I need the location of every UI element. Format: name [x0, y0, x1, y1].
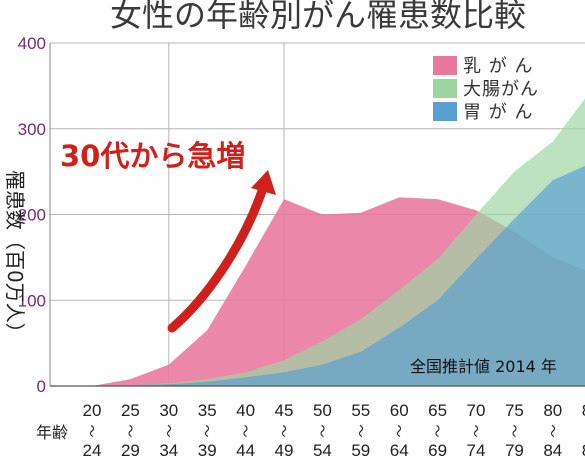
legend-swatch [433, 102, 457, 121]
x-tick-label-bottom: 64 [390, 441, 409, 456]
x-tick-label-bottom: 69 [428, 441, 447, 456]
x-tick-label-bottom: 59 [351, 441, 370, 456]
x-tick-label-bottom: 44 [236, 441, 255, 456]
x-tick-label-top: 70 [467, 401, 486, 420]
x-tick-label-bottom: 89 [582, 441, 585, 456]
y-tick-label: 100 [18, 291, 46, 310]
y-tick-label: 0 [37, 377, 46, 396]
x-tick-tilde: 〜 [160, 424, 175, 437]
x-tick-tilde: 〜 [352, 424, 367, 437]
x-tick-label-bottom: 39 [198, 441, 217, 456]
x-tick-label-top: 25 [121, 401, 140, 420]
x-tick-tilde: 〜 [505, 424, 520, 437]
x-tick-tilde: 〜 [582, 424, 585, 437]
x-tick-labels: 20 〜 24 25 〜 29 30 〜 34 35 〜 39 40 〜 44 45 〜 49 50 〜 54 55 〜 59… [83, 401, 585, 456]
annotation-callout: 30代から急増 [60, 139, 245, 173]
x-tick-tilde: 〜 [198, 424, 213, 437]
x-tick-label-bottom: 54 [313, 441, 332, 456]
x-tick-label-bottom: 49 [275, 441, 294, 456]
x-tick-tilde: 〜 [313, 424, 328, 437]
annotation-arrowhead [251, 170, 276, 195]
annotation-arrow [167, 177, 270, 333]
x-tick-label-top: 75 [505, 401, 524, 420]
axes [49, 43, 585, 387]
x-tick-label-top: 85 [582, 401, 585, 420]
x-tick-label-top: 50 [313, 401, 332, 420]
x-tick-tilde: 〜 [429, 424, 444, 437]
x-tick-tilde: 〜 [237, 424, 252, 437]
x-tick-label-bottom: 34 [159, 441, 178, 456]
x-tick-tilde: 〜 [275, 424, 290, 437]
x-tick-label-top: 30 [159, 401, 178, 420]
y-axis-label: 罹患数（百0万人） [3, 170, 27, 343]
legend-label: 大腸がん [463, 79, 539, 100]
x-tick-label-bottom: 24 [83, 441, 102, 456]
x-axis-label: 年齢 [36, 423, 68, 442]
x-tick-label-bottom: 74 [467, 441, 486, 456]
y-tick-labels: 0 100 200 300 400 [18, 34, 46, 396]
legend-swatch [433, 79, 457, 98]
x-tick-label-top: 20 [83, 401, 102, 420]
x-tick-label-bottom: 84 [543, 441, 562, 456]
source-note: 全国推計値 2014 年 [410, 357, 557, 376]
x-tick-tilde: 〜 [121, 424, 136, 437]
x-tick-label-bottom: 79 [505, 441, 524, 456]
x-tick-label-top: 40 [236, 401, 255, 420]
chart-title: 女性の年齢別がん罹患数比較 [110, 0, 526, 34]
x-tick-label-top: 45 [275, 401, 294, 420]
series-area-2 [92, 165, 585, 386]
series-areas [92, 98, 585, 386]
legend-swatch [433, 56, 457, 75]
y-tick-label: 200 [18, 206, 46, 225]
x-tick-tilde: 〜 [83, 424, 98, 437]
x-tick-label-top: 60 [390, 401, 409, 420]
x-tick-tilde: 〜 [390, 424, 405, 437]
y-tick-label: 300 [18, 120, 46, 139]
legend-label: 乳 が ん [463, 56, 533, 77]
x-tick-label-top: 35 [198, 401, 217, 420]
x-tick-label-bottom: 29 [121, 441, 140, 456]
x-tick-label-top: 65 [428, 401, 447, 420]
y-tick-label: 400 [18, 34, 46, 53]
x-tick-label-top: 80 [543, 401, 562, 420]
legend-label: 胃 が ん [463, 102, 533, 123]
x-tick-tilde: 〜 [544, 424, 559, 437]
x-tick-tilde: 〜 [467, 424, 482, 437]
x-tick-label-top: 55 [351, 401, 370, 420]
